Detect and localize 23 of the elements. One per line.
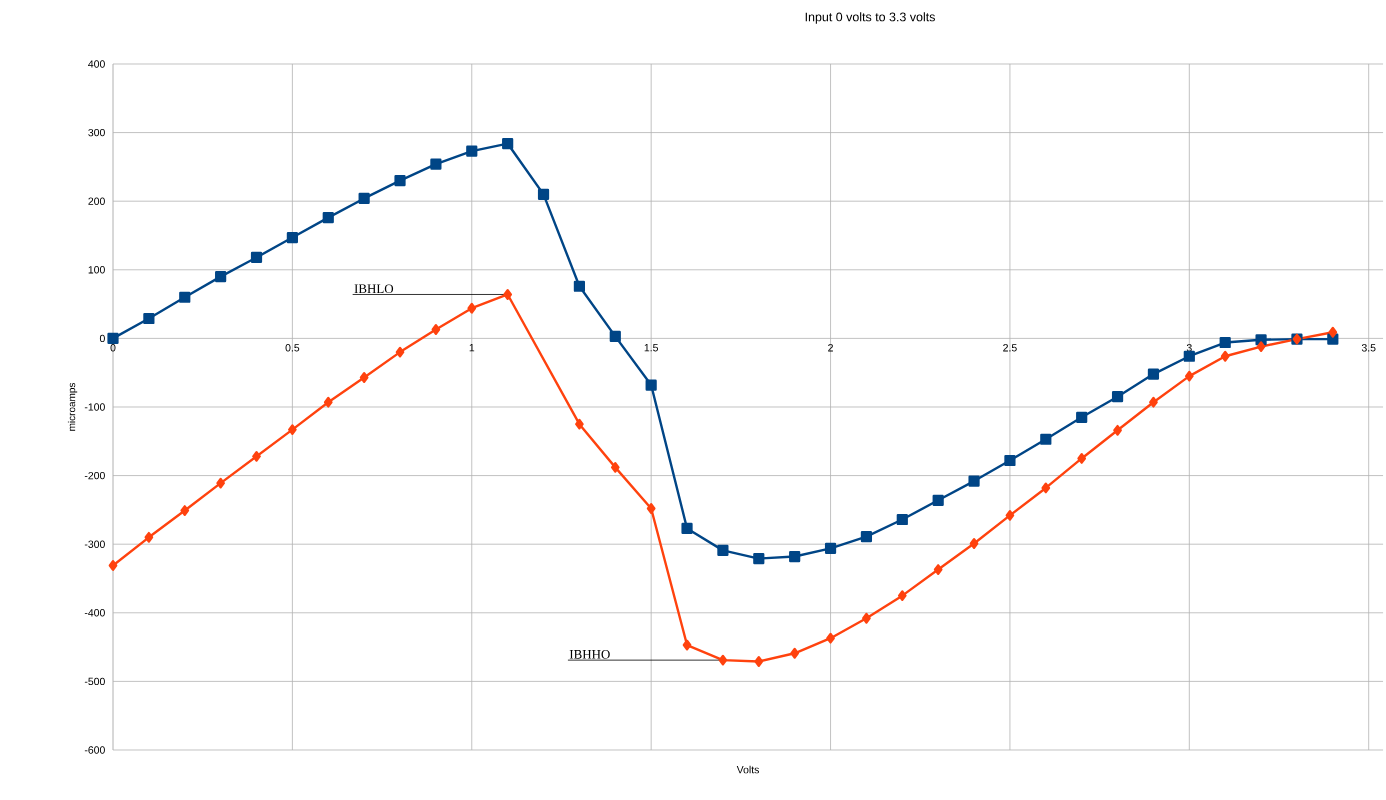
x-tick-label: 2.5 [1003, 344, 1017, 352]
y-tick-label: -500 [84, 677, 105, 686]
y-tick-label: 200 [88, 197, 105, 205]
x-tick-label: 1.5 [644, 344, 658, 352]
y-tick-label: 100 [88, 266, 105, 274]
x-tick-label: 3.5 [1361, 344, 1376, 352]
x-tick-label: 0.5 [285, 344, 300, 352]
y-axis-title: microamps [67, 383, 78, 431]
x-tick-label: 2 [828, 344, 833, 352]
x-tick-label: 0 [110, 344, 116, 352]
annotation: IBHHO [569, 650, 610, 659]
y-tick-label: -400 [84, 609, 105, 617]
y-tick-label: 0 [99, 334, 105, 343]
x-axis-title: Volts [736, 765, 759, 774]
annotation: IBHLO [354, 284, 394, 294]
y-tick-label: 300 [88, 128, 105, 137]
y-tick-label: -100 [84, 403, 105, 411]
chart-title: Input 0 volts to 3.3 volts [805, 12, 935, 24]
y-tick-label: -200 [84, 471, 105, 480]
x-tick-label: 1 [469, 344, 475, 352]
y-tick-label: -300 [84, 540, 105, 548]
y-tick-label: -600 [84, 746, 105, 754]
y-tick-label: 400 [88, 60, 105, 68]
